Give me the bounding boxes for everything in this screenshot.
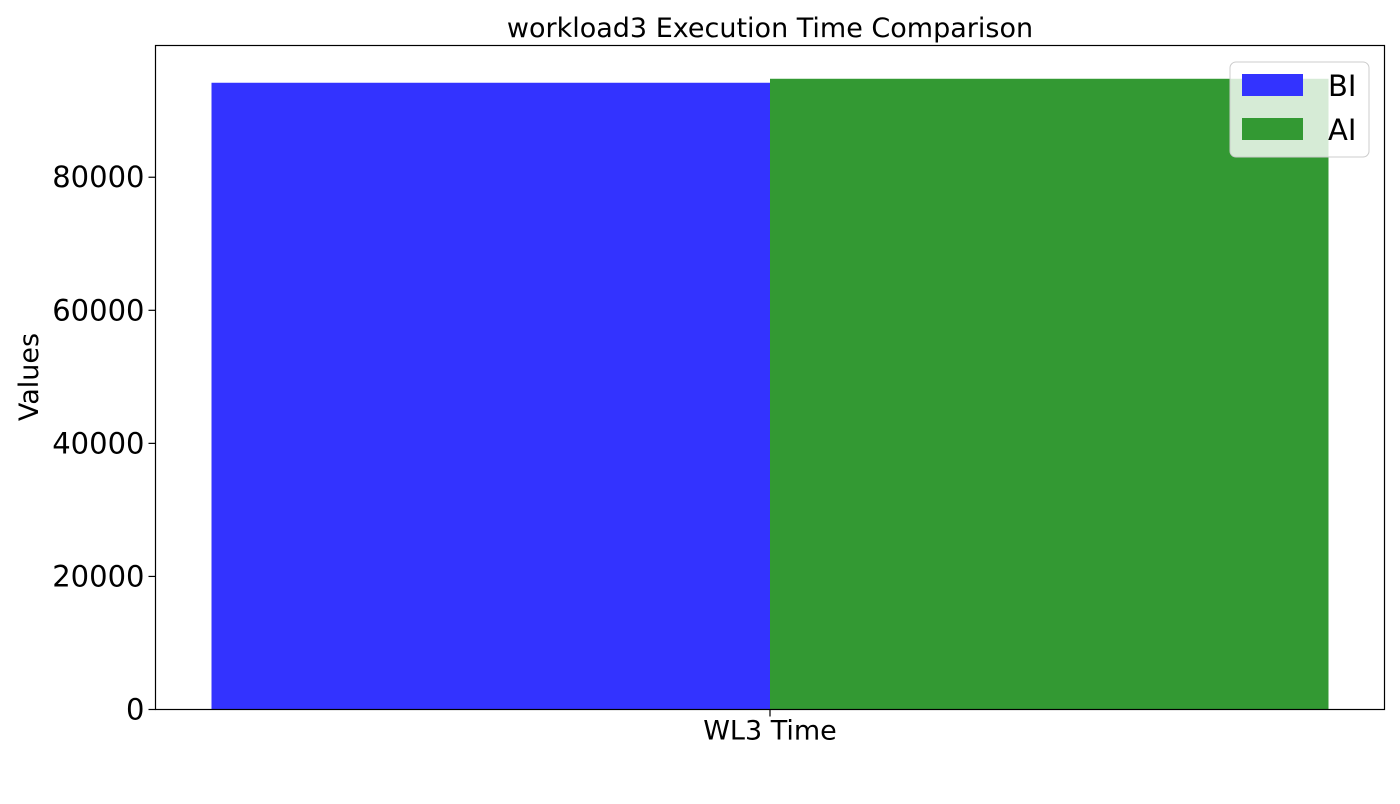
x-tick-label: WL3 Time — [703, 716, 837, 747]
y-tick-label: 40000 — [52, 426, 144, 460]
x-axis: WL3 Time — [703, 709, 837, 747]
legend-swatch-ai — [1242, 118, 1303, 140]
legend: BI AI — [1229, 61, 1370, 158]
y-tick-label: 0 — [126, 693, 144, 727]
chart-title: workload3 Execution Time Comparison — [507, 13, 1033, 44]
legend-label-bi: BI — [1328, 69, 1356, 103]
legend-label-ai: AI — [1328, 113, 1356, 147]
y-tick-label: 20000 — [52, 559, 144, 593]
y-tick-label: 80000 — [52, 160, 144, 194]
bars-group — [211, 78, 1329, 710]
y-tick-label: 60000 — [52, 293, 144, 327]
bar-bi-0 — [211, 82, 770, 710]
bar-ai-0 — [770, 78, 1329, 710]
legend-swatch-bi — [1242, 74, 1303, 96]
y-axis-label: Values — [14, 333, 45, 421]
y-axis: 0 20000 40000 60000 80000 — [52, 160, 156, 727]
